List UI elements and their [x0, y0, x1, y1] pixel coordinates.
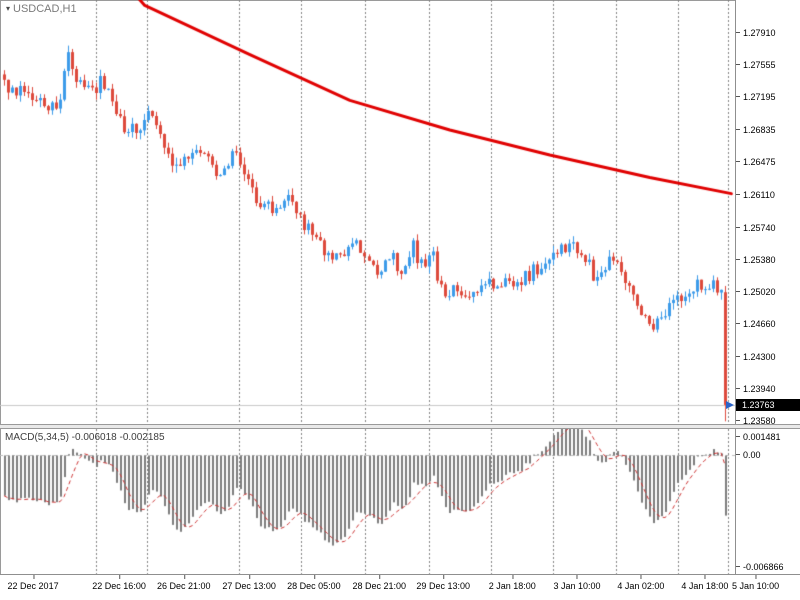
- price-axis-label: 1.27195: [736, 92, 776, 102]
- price-axis-label: 1.27555: [736, 60, 776, 70]
- price-axis-label: 1.23580: [736, 416, 776, 426]
- macd-axis-label: -0.006866: [736, 562, 784, 572]
- macd-canvas[interactable]: [0, 429, 735, 574]
- price-axis[interactable]: 1.27910 1.27555 1.27195 1.26835 1.26475 1.261…: [735, 0, 800, 426]
- symbol-text: USDCAD,H1: [13, 3, 77, 15]
- time-axis-label: 2 Jan 18:00: [488, 575, 536, 591]
- pane-splitter[interactable]: [0, 424, 800, 429]
- price-marker-icon: [726, 400, 734, 409]
- time-axis-label: 28 Dec 21:00: [352, 575, 407, 591]
- price-axis-label: 1.25740: [736, 223, 776, 233]
- time-axis-label: 4 Jan 02:00: [617, 575, 665, 591]
- price-axis-label: 1.26110: [736, 190, 775, 200]
- time-axis-label: 5 Jan 10:00: [732, 575, 780, 591]
- price-axis-label: 1.26475: [736, 157, 776, 167]
- price-axis-label: 1.24300: [736, 352, 776, 362]
- symbol-label: ▾ USDCAD,H1: [6, 3, 77, 15]
- time-axis-label: 28 Dec 05:00: [287, 575, 341, 591]
- time-axis-label: 27 Dec 13:00: [222, 575, 276, 591]
- time-axis-label: 26 Dec 21:00: [156, 575, 211, 591]
- macd-axis-label: 0.00: [736, 450, 761, 460]
- time-axis-label: 29 Dec 13:00: [416, 575, 470, 591]
- price-axis-label: 1.25020: [736, 287, 776, 297]
- price-axis-label: 1.24660: [736, 319, 776, 329]
- time-axis-label: 22 Dec 2017: [7, 575, 59, 591]
- dropdown-triangle-icon: ▾: [6, 4, 11, 13]
- price-axis-label: 1.27910: [736, 28, 776, 38]
- price-chart-canvas[interactable]: [0, 0, 735, 424]
- time-axis-label: 22 Dec 16:00: [92, 575, 146, 591]
- price-axis-label: 1.26835: [736, 125, 776, 135]
- time-axis-label: 3 Jan 10:00: [553, 575, 601, 591]
- price-axis-label: 1.25380: [736, 255, 776, 265]
- time-axis-label: 4 Jan 18:00: [681, 575, 729, 591]
- macd-axis-label: 0.001481: [736, 432, 781, 442]
- macd-indicator-label: MACD(5,34,5) -0.006018 -0.002185: [5, 432, 165, 443]
- price-axis-label: 1.23940: [736, 384, 776, 394]
- macd-axis: 0.001481 0.00 -0.006866: [735, 429, 800, 574]
- time-axis[interactable]: 22 Dec 2017 22 Dec 16:00 26 Dec 21:00 27 De…: [0, 574, 800, 600]
- current-price-tag: 1.23763: [736, 398, 800, 411]
